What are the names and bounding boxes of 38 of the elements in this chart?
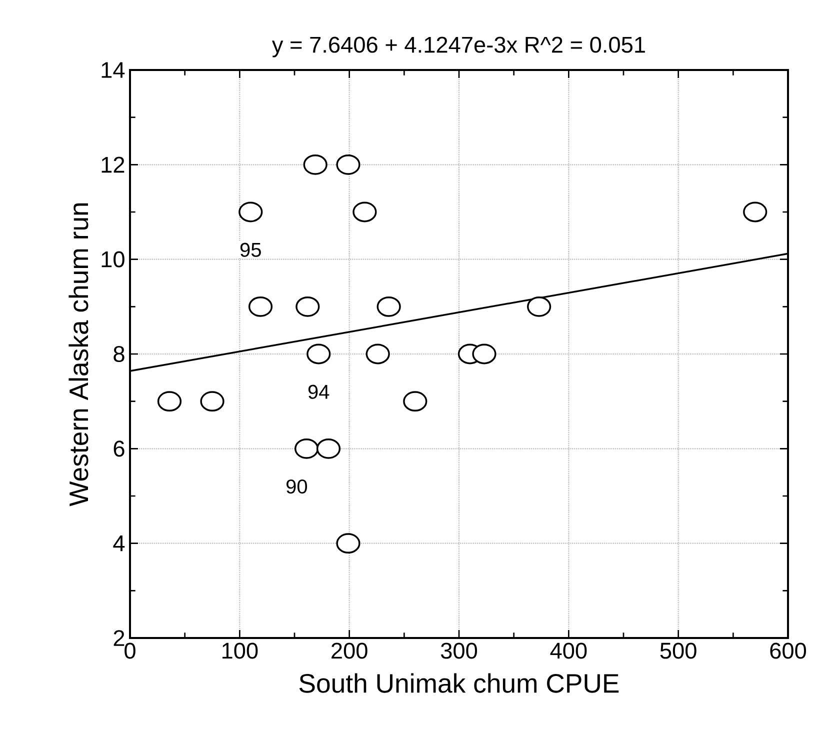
annotation: 95 bbox=[240, 242, 261, 257]
x-tick-label: 100 bbox=[222, 642, 258, 659]
point bbox=[403, 391, 428, 412]
point bbox=[306, 344, 331, 364]
y-tick-label: 2 bbox=[114, 630, 124, 646]
y-tick-label: 10 bbox=[102, 251, 124, 268]
y-tick-label: 6 bbox=[114, 440, 124, 457]
point bbox=[238, 202, 263, 222]
point bbox=[526, 296, 552, 317]
point bbox=[336, 154, 360, 175]
point bbox=[366, 344, 390, 364]
y-tick-label: 8 bbox=[114, 346, 124, 362]
point bbox=[336, 533, 360, 554]
point bbox=[294, 438, 319, 459]
point bbox=[352, 202, 377, 222]
annotation: 94 bbox=[308, 384, 330, 399]
x-axis-title: South Unimak chum CPUE bbox=[299, 673, 619, 693]
point bbox=[316, 438, 341, 459]
point bbox=[743, 202, 768, 222]
x-tick-label: 200 bbox=[332, 642, 368, 659]
point bbox=[376, 296, 401, 317]
x-tick-label: 400 bbox=[550, 642, 587, 659]
point bbox=[200, 391, 224, 412]
point bbox=[303, 154, 328, 175]
x-tick-label: 500 bbox=[660, 642, 696, 659]
y-tick-label: 14 bbox=[102, 62, 125, 78]
point bbox=[472, 344, 496, 364]
annotation: 90 bbox=[286, 479, 308, 494]
point bbox=[248, 296, 273, 317]
point bbox=[296, 296, 320, 317]
chart-title: y = 7.6406 + 4.1247e-3x R^2 = 0.051 bbox=[272, 36, 645, 58]
y-axis-title: Western Alaska chum run bbox=[68, 203, 88, 506]
y-tick-label: 4 bbox=[113, 536, 125, 552]
x-tick-label: 600 bbox=[770, 642, 806, 659]
y-tick-label: 12 bbox=[102, 156, 124, 173]
point bbox=[157, 391, 182, 412]
x-tick-label: 300 bbox=[440, 642, 478, 659]
x-tick-label: 0 bbox=[124, 642, 136, 659]
